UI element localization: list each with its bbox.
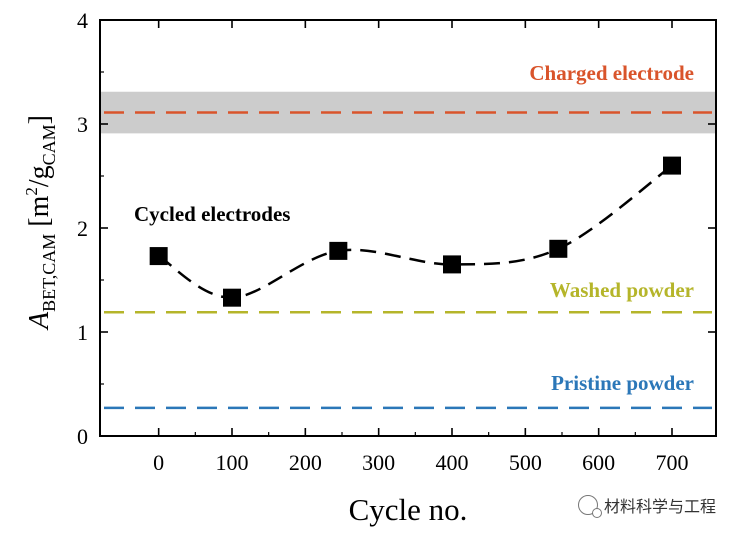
data-point-3	[443, 255, 461, 274]
x-tick-label-6: 600	[582, 450, 615, 475]
watermark: 材料科学与工程	[577, 493, 716, 518]
y-tick-label-2: 2	[77, 216, 88, 241]
x-tick-label-5: 500	[509, 450, 542, 475]
reference-band-0	[101, 91, 715, 134]
annotation-pristine-powder: Pristine powder	[551, 371, 694, 395]
x-tick-label-4: 400	[436, 450, 469, 475]
wechat-icon	[577, 495, 602, 518]
x-tick-label-1: 100	[216, 450, 249, 475]
y-tick-label-3: 3	[77, 112, 88, 137]
y-tick-label-1: 1	[77, 320, 88, 345]
data-point-5	[663, 156, 681, 175]
data-point-0	[149, 247, 168, 266]
data-point-1	[223, 288, 241, 307]
x-tick-label-2: 200	[289, 450, 322, 475]
data-point-4	[549, 239, 568, 258]
x-tick-label-7: 700	[656, 450, 689, 475]
y-tick-label-4: 4	[77, 8, 88, 33]
data-point-2	[329, 241, 348, 260]
watermark-text: 材料科学与工程	[603, 497, 716, 516]
annotation-cycled-electrodes: Cycled electrodes	[134, 202, 290, 226]
x-tick-label-3: 300	[362, 450, 395, 475]
y-axis-label: ABET,CAM [m2/gCAM]	[22, 115, 59, 331]
x-tick-label-0: 0	[153, 450, 164, 475]
x-axis-label: Cycle no.	[349, 492, 468, 527]
y-tick-label-0: 0	[77, 424, 88, 449]
annotation-washed-powder: Washed powder	[550, 278, 694, 302]
annotation-charged-electrode: Charged electrode	[529, 61, 694, 85]
